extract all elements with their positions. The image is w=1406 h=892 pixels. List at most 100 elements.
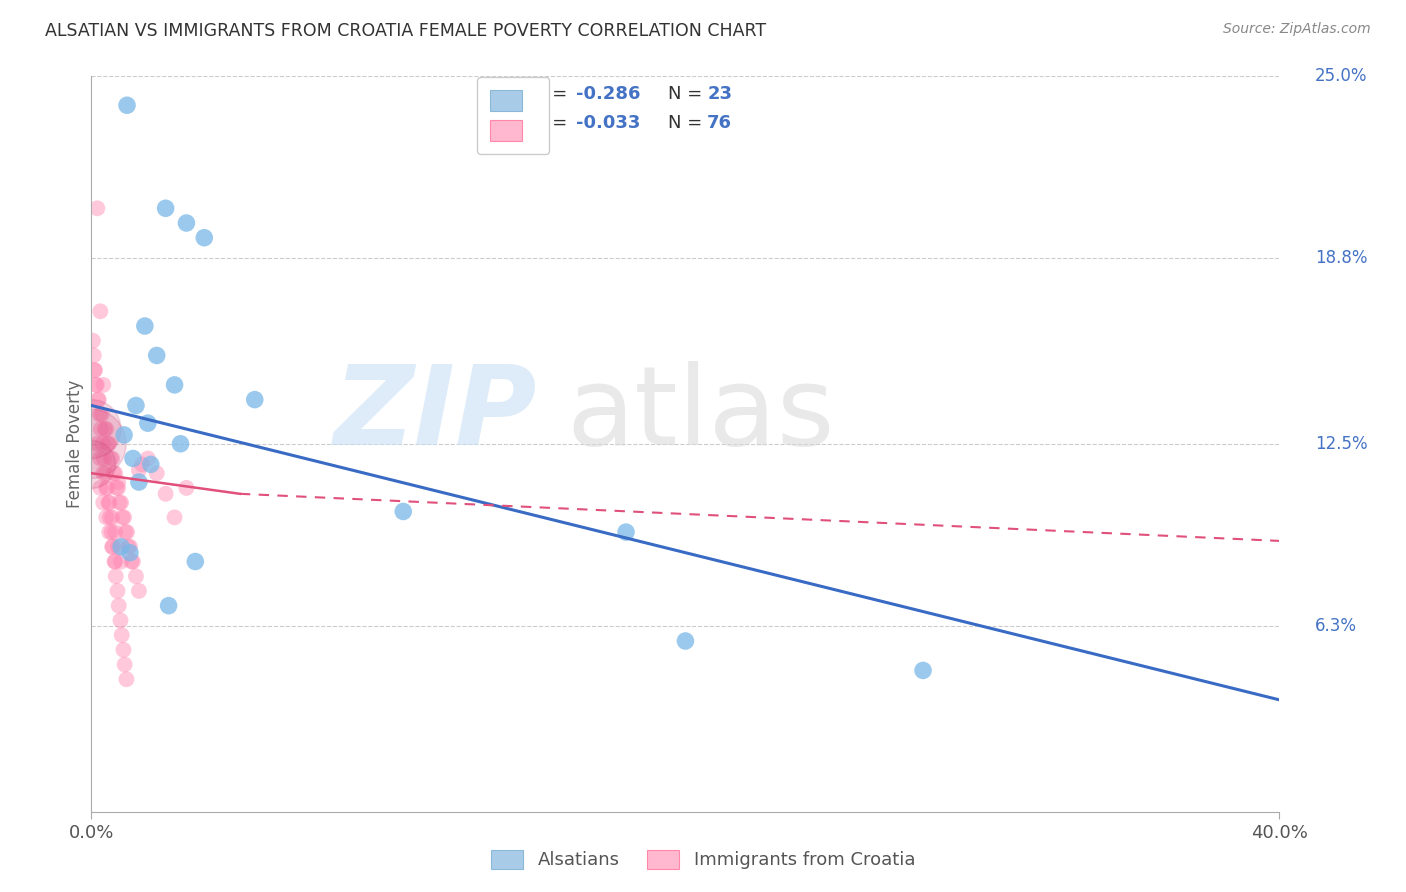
Point [108, 496, 131, 510]
Point [104, 466, 127, 480]
Legend: , : , [477, 78, 550, 153]
Point [117, 540, 139, 554]
Point [125, 399, 148, 413]
Point [614, 524, 637, 539]
Point [121, 554, 143, 569]
Point [157, 599, 180, 613]
Point [110, 554, 132, 569]
Point [101, 540, 124, 554]
Text: R =: R = [534, 114, 574, 132]
Point [911, 664, 934, 678]
Point [112, 428, 135, 442]
Point [98, 524, 121, 539]
Point [89, 451, 111, 466]
Point [184, 554, 207, 569]
Point [110, 614, 132, 628]
Point [136, 451, 159, 466]
Point [125, 569, 148, 583]
Point [84, 363, 107, 377]
Point [96, 481, 118, 495]
Point [155, 201, 177, 215]
Point [84, 378, 107, 392]
Point [112, 642, 135, 657]
Text: ALSATIAN VS IMMIGRANTS FROM CROATIA FEMALE POVERTY CORRELATION CHART: ALSATIAN VS IMMIGRANTS FROM CROATIA FEMA… [45, 22, 766, 40]
Point [98, 436, 121, 450]
Point [176, 481, 198, 495]
Point [87, 392, 110, 407]
Text: 6.3%: 6.3% [1315, 617, 1357, 635]
Point [136, 416, 159, 430]
Text: 18.8%: 18.8% [1315, 250, 1368, 268]
Point [97, 436, 120, 450]
Point [80, 422, 103, 436]
Point [101, 540, 124, 554]
Text: -0.033: -0.033 [576, 114, 641, 132]
Point [145, 348, 167, 362]
Point [163, 378, 186, 392]
Point [107, 583, 129, 598]
Point [128, 463, 150, 477]
Point [100, 524, 122, 539]
Point [90, 407, 112, 422]
Point [83, 363, 105, 377]
Point [193, 230, 215, 244]
Point [118, 546, 141, 560]
Point [89, 304, 111, 318]
Text: 23: 23 [707, 85, 733, 103]
Point [86, 378, 108, 392]
Point [169, 436, 191, 450]
Text: R =: R = [534, 85, 574, 103]
Point [89, 407, 111, 422]
Point [104, 569, 127, 583]
Point [101, 451, 124, 466]
Text: 76: 76 [707, 114, 733, 132]
Point [114, 657, 136, 672]
Point [115, 673, 138, 687]
Text: 12.5%: 12.5% [1315, 434, 1368, 453]
Point [107, 540, 129, 554]
Point [115, 98, 138, 112]
Point [91, 378, 114, 392]
Point [87, 392, 110, 407]
Point [91, 466, 114, 480]
Point [86, 201, 108, 215]
Point [89, 481, 111, 495]
Point [145, 466, 167, 480]
Point [118, 540, 141, 554]
Point [128, 475, 150, 489]
Y-axis label: Female Poverty: Female Poverty [66, 380, 84, 508]
Point [104, 524, 127, 539]
Point [134, 318, 156, 333]
Point [82, 334, 104, 348]
Point [139, 458, 162, 472]
Point [114, 524, 136, 539]
Point [155, 487, 177, 501]
Point [91, 436, 114, 450]
Point [107, 475, 129, 489]
Text: N =: N = [668, 114, 707, 132]
Point [80, 458, 103, 472]
Point [91, 496, 114, 510]
Point [115, 524, 138, 539]
Point [243, 392, 266, 407]
Point [107, 599, 129, 613]
Point [101, 510, 124, 524]
Point [131, 458, 153, 472]
Point [98, 496, 121, 510]
Point [128, 583, 150, 598]
Point [111, 510, 134, 524]
Text: 25.0%: 25.0% [1315, 67, 1368, 85]
Text: -0.286: -0.286 [576, 85, 641, 103]
Point [673, 634, 696, 648]
Point [96, 422, 118, 436]
Point [105, 481, 128, 495]
Point [112, 510, 135, 524]
Text: atlas: atlas [567, 361, 835, 467]
Point [122, 554, 145, 569]
Point [96, 481, 118, 495]
Legend: Alsatians, Immigrants from Croatia: Alsatians, Immigrants from Croatia [482, 841, 924, 879]
Point [110, 540, 132, 554]
Point [111, 628, 134, 642]
Point [83, 348, 105, 362]
Text: Source: ZipAtlas.com: Source: ZipAtlas.com [1223, 22, 1371, 37]
